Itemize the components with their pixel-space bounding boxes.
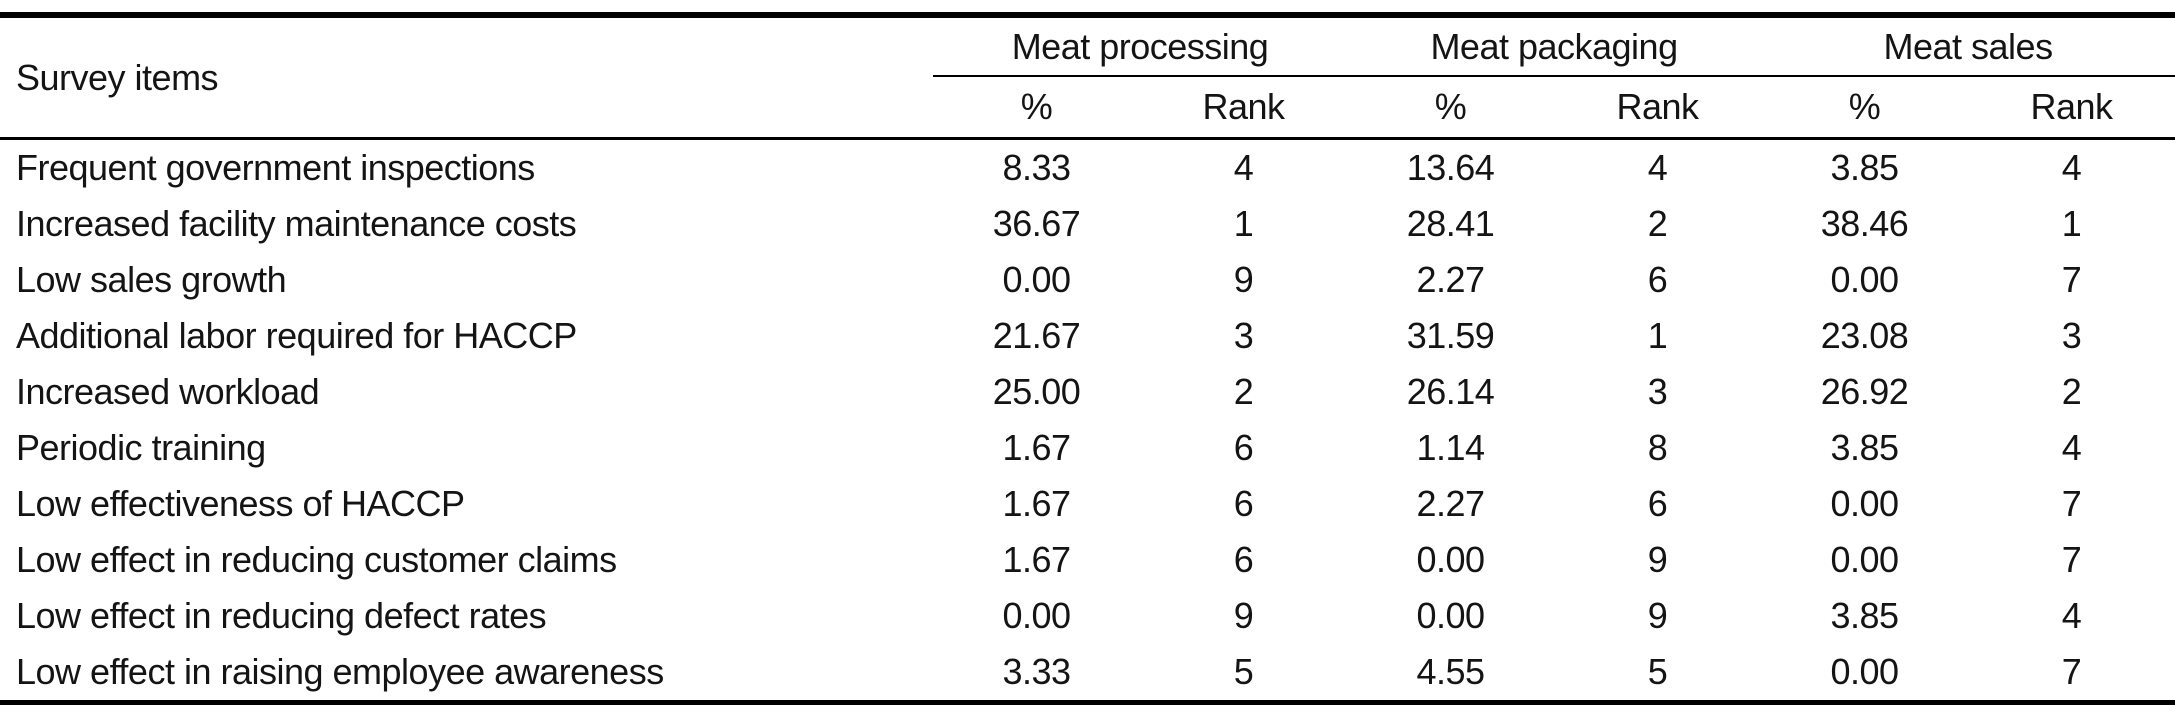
percent-cell: 0.00 [1830,651,1899,692]
rank-cell: 7 [2061,651,2082,692]
percent-cell: 31.59 [1406,315,1495,356]
percent-cell: 13.64 [1406,147,1495,188]
percent-cell: 38.46 [1820,203,1909,244]
rank-cell: 5 [1647,651,1668,692]
percent-cell: 1.67 [1002,483,1071,524]
percent-cell: 4.55 [1416,651,1485,692]
rank-cell: 3 [1233,315,1254,356]
rank-cell: 4 [2061,147,2082,188]
table-row: Low effect in raising employee awareness… [0,644,2175,703]
rank-cell: 5 [1233,651,1254,692]
table-header: Survey items Meat processing Meat packag… [0,15,2175,140]
percent-cell: 0.00 [1002,595,1071,636]
rank-cell: 6 [1233,427,1254,468]
percent-cell: 21.67 [992,315,1081,356]
table-row: Additional labor required for HACCP 21.67… [0,308,2175,364]
group-header-meat-processing: Meat processing [933,15,1348,77]
survey-table: Survey items Meat processing Meat packag… [0,12,2175,705]
rank-cell: 9 [1647,539,1668,580]
survey-item-label: Low effect in raising employee awareness [16,651,664,692]
rank-cell: 7 [2061,483,2082,524]
rank-cell: 1 [1647,315,1668,356]
group-header-meat-sales: Meat sales [1761,15,2175,77]
percent-cell: 0.00 [1416,595,1485,636]
survey-item-label: Periodic training [16,427,266,468]
survey-item-label: Increased facility maintenance costs [16,203,577,244]
rank-cell: 8 [1647,427,1668,468]
percent-cell: 3.33 [1002,651,1071,692]
survey-item-label: Low sales growth [16,259,287,300]
rank-cell: 4 [2061,427,2082,468]
survey-item-label: Frequent government inspections [16,147,535,188]
table-body: Frequent government inspections 8.33 4 13.6… [0,139,2175,703]
rank-cell: 6 [1233,539,1254,580]
rank-cell: 2 [2061,371,2082,412]
rank-cell: 2 [1233,371,1254,412]
percent-cell: 1.67 [1002,539,1071,580]
table-row: Periodic training 1.67 6 1.14 8 3.85 4 [0,420,2175,476]
table-row: Low effectiveness of HACCP 1.67 6 2.27 6 0.00… [0,476,2175,532]
percent-cell: 26.92 [1820,371,1909,412]
rank-cell: 9 [1233,595,1254,636]
survey-item-label: Low effectiveness of HACCP [16,483,465,524]
rank-cell: 4 [1647,147,1668,188]
rank-cell: 6 [1647,259,1668,300]
percent-cell: 25.00 [992,371,1081,412]
percent-cell: 1.14 [1416,427,1485,468]
table-row: Increased facility maintenance costs 36.6… [0,196,2175,252]
percent-header-packaging: % [1347,76,1555,140]
corner-header-survey-items: Survey items [0,15,933,140]
percent-cell: 1.67 [1002,427,1071,468]
rank-cell: 7 [2061,259,2082,300]
survey-item-label: Low effect in reducing customer claims [16,539,617,580]
percent-cell: 26.14 [1406,371,1495,412]
rank-cell: 3 [2061,315,2082,356]
rank-cell: 7 [2061,539,2082,580]
percent-cell: 0.00 [1830,483,1899,524]
percent-cell: 0.00 [1416,539,1485,580]
rank-cell: 9 [1233,259,1254,300]
survey-item-label: Increased workload [16,371,320,412]
table-row: Increased workload 25.00 2 26.14 3 26.92 2 [0,364,2175,420]
survey-item-label: Additional labor required for HACCP [16,315,577,356]
rank-header-packaging: Rank [1554,76,1762,140]
percent-header-processing: % [933,76,1140,140]
percent-cell: 3.85 [1830,595,1899,636]
percent-cell: 0.00 [1002,259,1071,300]
percent-cell: 0.00 [1830,259,1899,300]
table-row: Low sales growth 0.00 9 2.27 6 0.00 7 [0,252,2175,308]
table-row: Frequent government inspections 8.33 4 13.6… [0,139,2175,197]
rank-cell: 6 [1647,483,1668,524]
sub-header-row: % Rank % Rank % Rank [0,76,2175,140]
percent-cell: 3.85 [1830,427,1899,468]
percent-cell: 23.08 [1820,315,1909,356]
percent-cell: 8.33 [1002,147,1071,188]
rank-cell: 2 [1647,203,1668,244]
group-header-meat-packaging: Meat packaging [1347,15,1762,77]
rank-cell: 4 [1233,147,1254,188]
rank-cell: 4 [2061,595,2082,636]
table-row: Low effect in reducing customer claims 1.… [0,532,2175,588]
percent-cell: 2.27 [1416,259,1485,300]
rank-cell: 1 [2061,203,2082,244]
percent-header-sales: % [1761,76,1969,140]
table-row: Low effect in reducing defect rates 0.00 9… [0,588,2175,644]
percent-cell: 3.85 [1830,147,1899,188]
percent-cell: 0.00 [1830,539,1899,580]
percent-cell: 28.41 [1406,203,1495,244]
rank-cell: 9 [1647,595,1668,636]
rank-cell: 6 [1233,483,1254,524]
percent-cell: 36.67 [992,203,1081,244]
percent-cell: 2.27 [1416,483,1485,524]
rank-cell: 3 [1647,371,1668,412]
survey-item-label: Low effect in reducing defect rates [16,595,547,636]
group-header-row: Survey items Meat processing Meat packag… [0,15,2175,140]
rank-header-processing: Rank [1140,76,1348,140]
rank-header-sales: Rank [1968,76,2175,140]
rank-cell: 1 [1233,203,1254,244]
